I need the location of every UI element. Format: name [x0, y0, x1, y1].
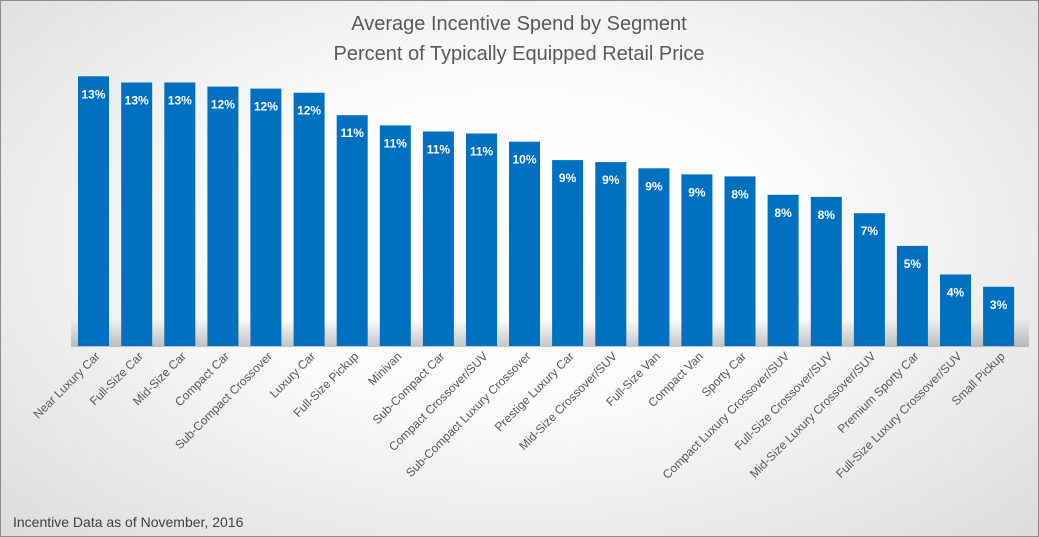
bar-data-label: 11% — [427, 143, 451, 157]
bar-data-label: 4% — [947, 286, 965, 300]
bar — [336, 115, 368, 346]
bar-data-label: 7% — [861, 224, 879, 238]
bar-data-label: 13% — [168, 94, 192, 108]
bar-data-label: 12% — [254, 100, 278, 114]
bar — [379, 125, 411, 347]
bar-data-label: 9% — [559, 171, 577, 185]
bar — [466, 133, 497, 346]
bar — [810, 196, 842, 346]
bars-group — [78, 76, 1015, 347]
bar-data-label: 8% — [818, 208, 836, 222]
bar-data-label: 8% — [774, 206, 792, 220]
bar-data-label: 13% — [125, 94, 149, 108]
bar-data-label: 9% — [688, 185, 706, 199]
bar — [983, 286, 1015, 346]
bar — [853, 213, 885, 346]
category-label: Prestige Luxury Car — [492, 349, 577, 434]
bar-data-label: 11% — [470, 145, 494, 159]
category-label: Minivan — [365, 349, 404, 388]
bar — [250, 88, 282, 346]
bar-data-label: 9% — [602, 173, 620, 187]
category-label: Near Luxury Car — [30, 349, 102, 421]
bar-data-label: 12% — [211, 98, 235, 112]
bar-data-label: 10% — [512, 153, 536, 167]
bar — [638, 168, 670, 346]
bar — [940, 274, 971, 346]
bar — [767, 194, 799, 346]
bar — [552, 160, 584, 346]
bar-data-label: 11% — [341, 126, 365, 140]
bar — [595, 162, 627, 346]
bar-data-label: 8% — [731, 187, 749, 201]
bar — [896, 245, 928, 346]
bar-data-label: 9% — [645, 179, 663, 193]
category-label: Premium Sporty Car — [835, 349, 922, 436]
chart-subtitle: Percent of Typically Equipped Retail Pri… — [334, 43, 705, 65]
category-label: Sub-Compact Car — [370, 349, 448, 427]
chart-title: Average Incentive Spend by Segment — [351, 13, 687, 35]
footnote: Incentive Data as of November, 2016 — [13, 514, 244, 530]
bar — [164, 82, 196, 346]
bar — [509, 141, 540, 346]
bar-data-label: 5% — [904, 257, 922, 271]
bar-data-label: 3% — [990, 298, 1008, 312]
bar — [207, 86, 239, 346]
bar — [293, 92, 325, 346]
bar — [681, 174, 713, 346]
bar — [422, 131, 454, 346]
bar — [78, 76, 109, 347]
bar — [724, 176, 756, 346]
bar-data-label: 12% — [297, 104, 321, 118]
bar-data-label: 11% — [384, 136, 408, 150]
bar — [121, 82, 153, 346]
data-labels-group: 13% 13% 13% 12% 12% 12% 11% 11% 11% 11% 10% 9% 9% 9% 9… — [81, 87, 1007, 311]
bar-data-label: 13% — [81, 87, 105, 101]
